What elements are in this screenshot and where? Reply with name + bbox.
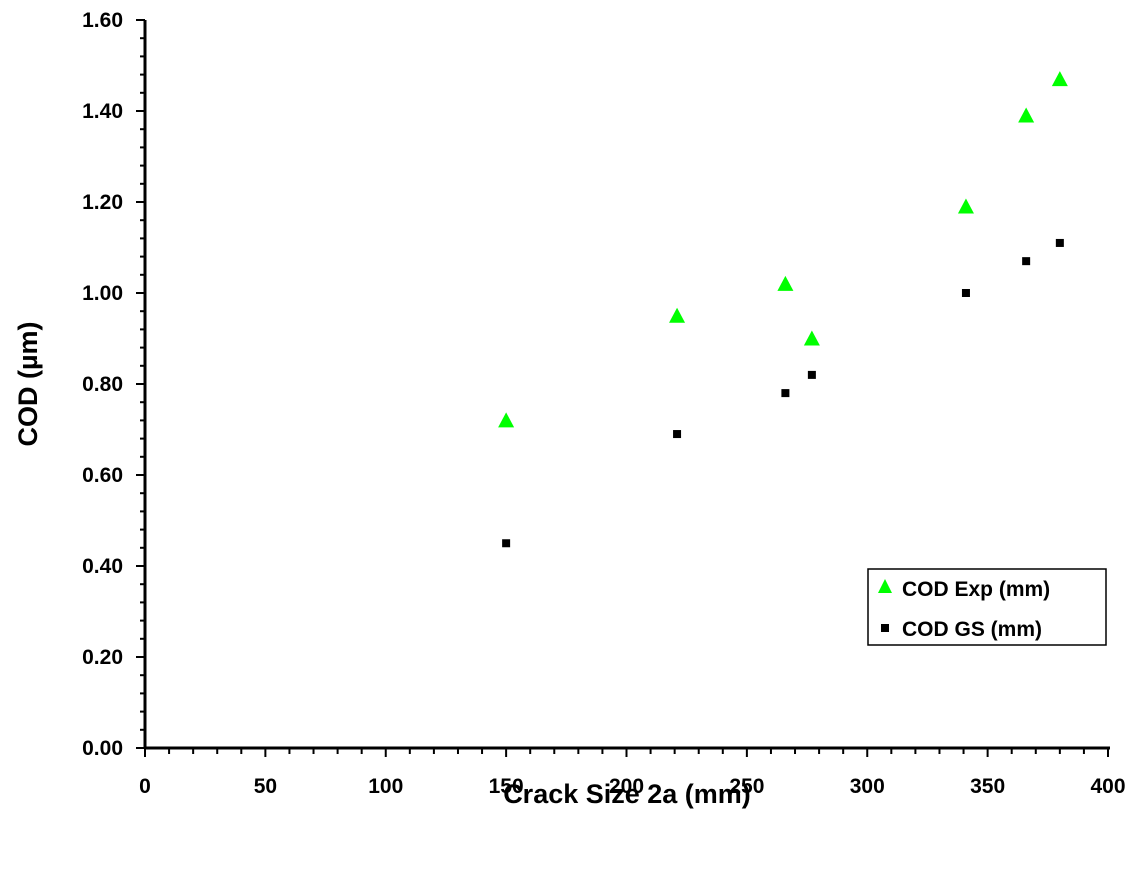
cod-exp-point [498, 412, 515, 428]
x-tick-label: 400 [1090, 775, 1125, 798]
cod-exp-point [957, 198, 974, 214]
x-tick-label: 0 [139, 775, 151, 798]
tick-marks [136, 19, 1109, 757]
legend-box [867, 568, 1107, 646]
cod-gs-point [807, 370, 816, 379]
cod-gs-point [961, 289, 970, 297]
cod-exp-point [777, 275, 794, 291]
y-tick-label: 1.20 [82, 191, 123, 214]
cod-gs-point [1022, 257, 1031, 266]
data-points [498, 71, 1068, 548]
cod-exp-point [669, 307, 686, 323]
x-tick-label: 250 [729, 775, 764, 798]
legend-label-cod-exp: COD Exp (mm) [902, 578, 1050, 601]
y-tick-label: 0.60 [82, 464, 123, 487]
legend-marker-cod-gs [881, 624, 889, 632]
legend: COD Exp (mm) COD GS (mm) [867, 568, 1107, 646]
x-tick-label: 200 [609, 775, 644, 798]
x-tick-labels: 0 50 100 150 200 250 300 350 400 [139, 775, 1125, 798]
y-tick-label: 0.20 [82, 646, 123, 669]
y-tick-labels: 0.00 0.20 0.40 0.60 0.80 1.00 1.20 1.40 1.60 [82, 9, 123, 760]
x-tick-label: 300 [850, 775, 885, 798]
y-tick-label: 0.40 [82, 555, 123, 578]
legend-marker-cod-exp [878, 579, 892, 593]
x-tick-label: 350 [970, 775, 1005, 798]
cod-exp-point [1018, 107, 1035, 123]
cod-gs-point [781, 389, 790, 398]
cod-exp-point [803, 330, 820, 346]
cod-gs-point [1055, 238, 1064, 247]
y-tick-label: 1.00 [82, 282, 123, 305]
cod-gs-point [502, 539, 511, 548]
y-tick-label: 0.00 [82, 737, 123, 760]
x-tick-label: 100 [368, 775, 403, 798]
cod-gs-point [673, 430, 682, 439]
x-tick-label: 50 [254, 775, 277, 798]
y-tick-label: 1.40 [82, 100, 123, 123]
x-axis-title: Crack Size 2a (mm) [503, 779, 751, 809]
y-tick-label: 1.60 [82, 9, 123, 32]
cod-exp-point [1051, 71, 1068, 87]
x-tick-label: 150 [489, 775, 524, 798]
y-tick-label: 0.80 [82, 373, 123, 396]
y-axis-title: COD (µm) [13, 321, 43, 446]
legend-label-cod-gs: COD GS (mm) [902, 618, 1042, 641]
